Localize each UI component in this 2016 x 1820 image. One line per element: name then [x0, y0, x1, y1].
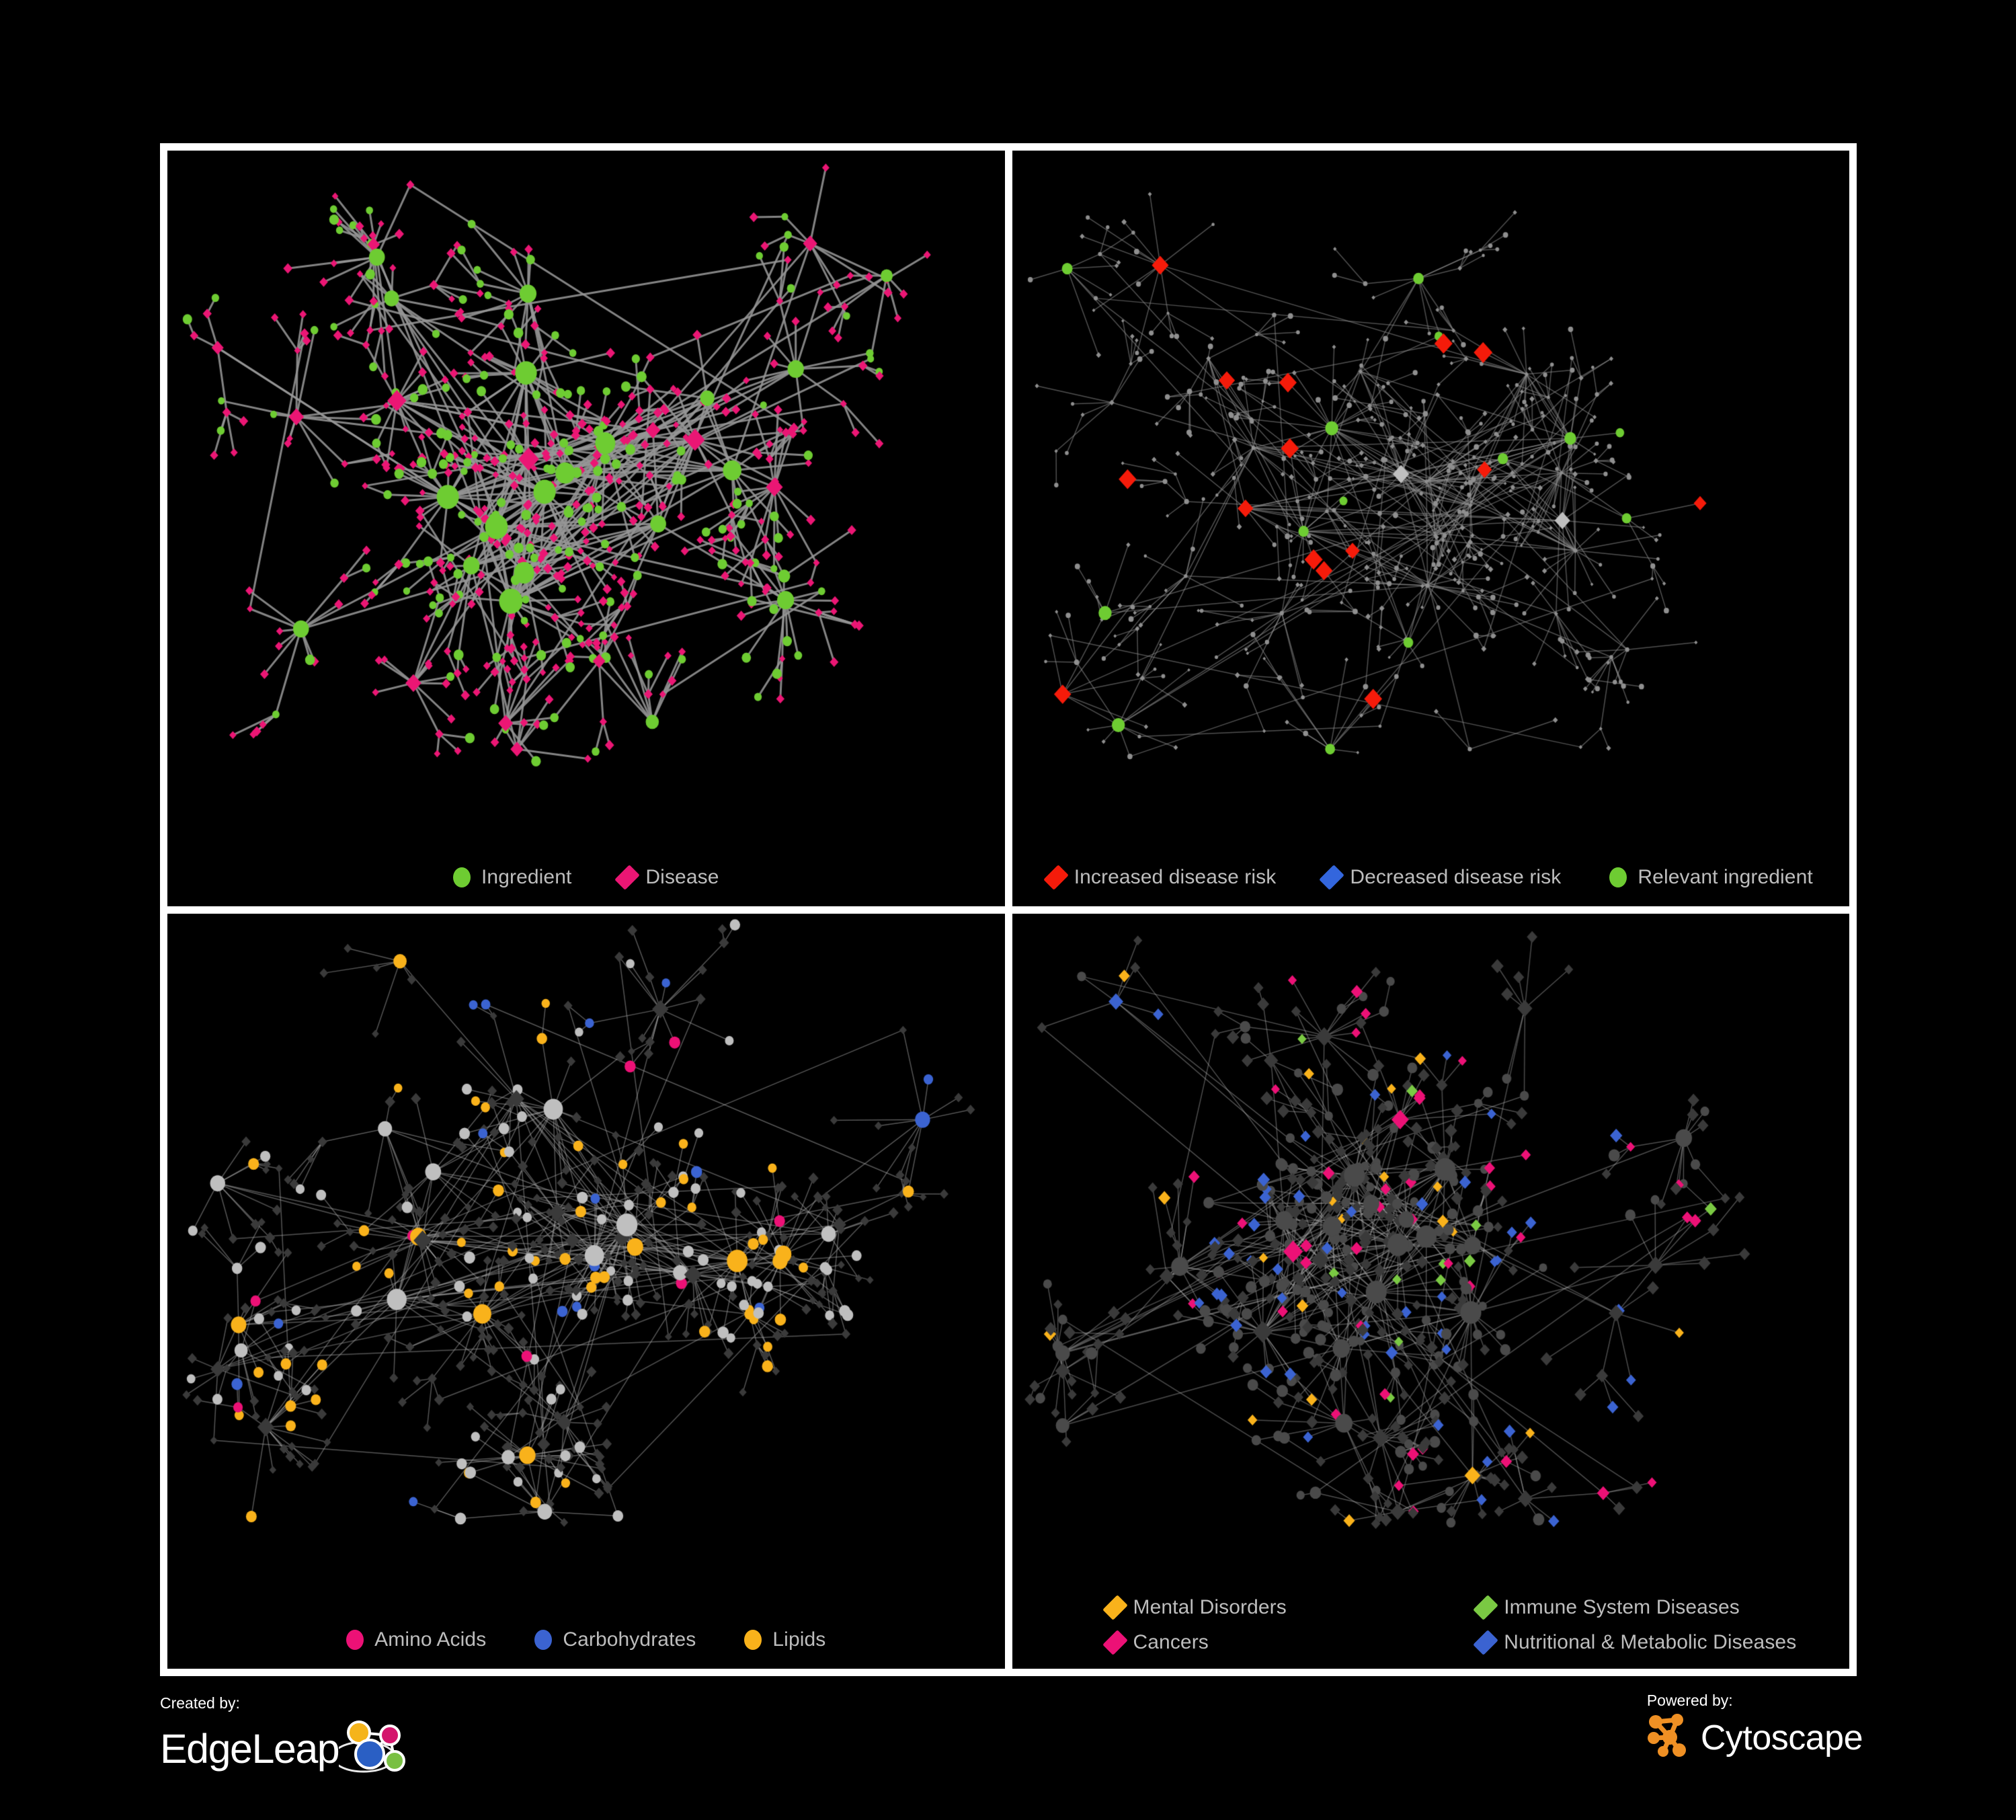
network-canvas-disease-class[interactable]: [1012, 913, 1849, 1669]
created-by-label: Created by:: [160, 1694, 240, 1712]
legend-nutritional-metabolic-diseases-label: Nutritional & Metabolic Diseases: [1504, 1631, 1797, 1653]
legend-lipids: Lipids: [744, 1628, 825, 1651]
legend-ingredient-disease: Ingredient Disease: [167, 864, 1005, 890]
legend-increased-disease-risk-label: Increased disease risk: [1074, 865, 1277, 888]
legend-carbohydrates-swatch-circle-icon: [534, 1630, 553, 1650]
legend-relevant-ingredient: Relevant ingredient: [1609, 865, 1813, 889]
legend-disease: Disease: [614, 864, 719, 890]
legend-carbohydrates-label: Carbohydrates: [563, 1628, 696, 1651]
legend-cancers: Cancers: [1102, 1630, 1479, 1655]
panel-ingredient-disease[interactable]: Ingredient Disease: [167, 151, 1005, 906]
legend-mental-disorders: Mental Disorders: [1102, 1595, 1479, 1620]
edgeleap-wordmark: EdgeLeap: [160, 1725, 340, 1772]
legend-disease-class: Mental Disorders Immune System Diseases Ca…: [1012, 1595, 1850, 1655]
legend-ingredient-label: Ingredient: [481, 865, 572, 888]
legend-mental-disorders-label: Mental Disorders: [1133, 1596, 1287, 1618]
legend-immune-system-diseases-label: Immune System Diseases: [1504, 1596, 1740, 1618]
legend-cancers-label: Cancers: [1133, 1631, 1209, 1653]
panel-grid: Ingredient Disease Increased disease risk…: [160, 143, 1857, 1676]
legend-relevant-ingredient-label: Relevant ingredient: [1638, 865, 1813, 888]
legend-amino-acids-swatch-circle-icon: [346, 1630, 364, 1650]
network-canvas-ingredient-class[interactable]: [167, 913, 1005, 1669]
panel-ingredient-class[interactable]: Amino Acids Carbohydrates Lipids: [167, 913, 1005, 1669]
legend-ingredient: Ingredient: [452, 865, 572, 889]
legend-decreased-disease-risk-label: Decreased disease risk: [1350, 865, 1562, 888]
legend-lipids-swatch-circle-icon: [744, 1630, 762, 1650]
panel-disease-class[interactable]: Mental Disorders Immune System Diseases Ca…: [1012, 913, 1850, 1669]
legend-ingredient-class: Amino Acids Carbohydrates Lipids: [167, 1628, 1005, 1651]
legend-amino-acids: Amino Acids: [346, 1628, 486, 1651]
legend-relevant-ingredient-swatch-circle-icon: [1609, 867, 1627, 887]
edgeleap-node-logo-icon: [331, 1715, 411, 1783]
legend-increased-disease-risk: Increased disease risk: [1043, 864, 1277, 890]
legend-nutritional-metabolic-diseases: Nutritional & Metabolic Diseases: [1473, 1630, 1849, 1655]
panel-disease-risk[interactable]: Increased disease risk Decreased disease …: [1012, 151, 1850, 906]
legend-lipids-label: Lipids: [772, 1628, 826, 1651]
legend-disease-risk: Increased disease risk Decreased disease …: [1012, 864, 1850, 890]
network-canvas-disease-risk[interactable]: [1012, 151, 1849, 906]
footer-branding: Created by: EdgeLeap: [160, 1688, 1863, 1802]
legend-ingredient-swatch-circle-icon: [452, 867, 471, 887]
legend-carbohydrates: Carbohydrates: [534, 1628, 696, 1651]
legend-decreased-disease-risk: Decreased disease risk: [1319, 864, 1562, 890]
powered-by-label: Powered by:: [1646, 1692, 1733, 1709]
legend-amino-acids-label: Amino Acids: [374, 1628, 487, 1651]
cytoscape-logo-icon: [1647, 1712, 1697, 1763]
legend-immune-system-diseases: Immune System Diseases: [1473, 1595, 1849, 1620]
cytoscape-wordmark: Cytoscape: [1700, 1718, 1863, 1757]
edgeleap-brand[interactable]: Created by: EdgeLeap: [160, 1694, 411, 1783]
legend-disease-label: Disease: [645, 865, 719, 888]
network-canvas-ingredient-disease[interactable]: [167, 151, 1005, 906]
cytoscape-brand[interactable]: Powered by:: [1647, 1692, 1863, 1763]
